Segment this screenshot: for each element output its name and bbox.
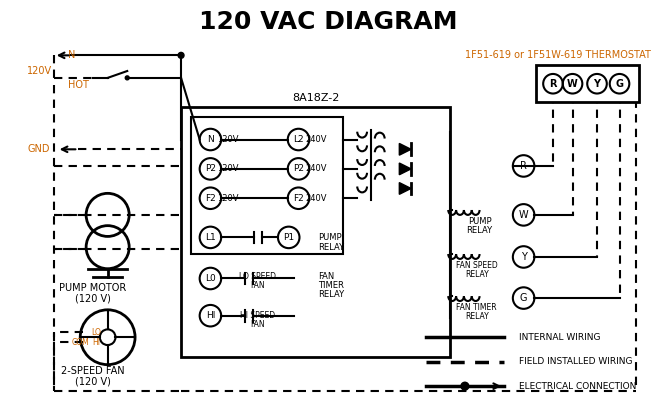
Bar	[181, 107, 450, 357]
Text: 2-SPEED FAN: 2-SPEED FAN	[61, 367, 125, 377]
Text: 240V: 240V	[306, 194, 327, 203]
Text: (120 V): (120 V)	[75, 293, 111, 303]
Text: PUMP MOTOR: PUMP MOTOR	[60, 283, 127, 293]
Polygon shape	[399, 163, 411, 175]
Text: LO SPEED: LO SPEED	[239, 272, 276, 281]
Text: FAN: FAN	[250, 281, 265, 290]
Text: 1F51-619 or 1F51W-619 THERMOSTAT: 1F51-619 or 1F51W-619 THERMOSTAT	[465, 50, 651, 60]
Text: GND: GND	[28, 144, 50, 154]
Text: R: R	[520, 161, 527, 171]
Text: RELAY: RELAY	[318, 290, 344, 299]
Text: INTERNAL WIRING: INTERNAL WIRING	[519, 333, 600, 342]
Text: HOT: HOT	[68, 80, 88, 90]
Text: RELAY: RELAY	[466, 226, 492, 235]
Text: W: W	[567, 79, 578, 89]
Text: Y: Y	[594, 79, 600, 89]
Text: PUMP: PUMP	[318, 233, 342, 242]
Text: LO: LO	[91, 328, 101, 337]
Text: HI SPEED: HI SPEED	[240, 311, 275, 320]
Circle shape	[178, 52, 184, 58]
Text: 120V: 120V	[217, 135, 239, 144]
Text: N: N	[207, 135, 214, 144]
Text: F2: F2	[205, 194, 216, 203]
Text: TIMER: TIMER	[318, 281, 344, 290]
Text: 120V: 120V	[217, 164, 239, 173]
Text: RELAY: RELAY	[318, 243, 344, 252]
Text: F2: F2	[293, 194, 304, 203]
Text: P2: P2	[205, 164, 216, 173]
Text: G: G	[520, 293, 527, 303]
Text: ELECTRICAL CONNECTION: ELECTRICAL CONNECTION	[519, 382, 636, 391]
Text: RELAY: RELAY	[465, 270, 488, 279]
Polygon shape	[399, 143, 411, 155]
Text: FIELD INSTALLED WIRING: FIELD INSTALLED WIRING	[519, 357, 632, 366]
Text: 240V: 240V	[306, 164, 327, 173]
Text: 240V: 240V	[306, 135, 327, 144]
Text: PUMP: PUMP	[468, 217, 491, 226]
Text: 120V: 120V	[27, 66, 52, 76]
Polygon shape	[399, 183, 411, 194]
Text: N: N	[68, 50, 75, 60]
Text: L0: L0	[205, 274, 216, 283]
Bar	[191, 117, 342, 254]
Circle shape	[125, 76, 129, 80]
Circle shape	[461, 382, 469, 390]
Text: G: G	[616, 79, 624, 89]
Text: FAN: FAN	[318, 272, 334, 281]
Text: L1: L1	[205, 233, 216, 242]
Text: P1: P1	[283, 233, 294, 242]
Text: L2: L2	[293, 135, 304, 144]
Text: FAN TIMER: FAN TIMER	[456, 303, 497, 312]
Text: FAN SPEED: FAN SPEED	[456, 261, 498, 270]
Text: RELAY: RELAY	[465, 312, 488, 321]
Text: FAN: FAN	[250, 320, 265, 329]
Bar	[536, 65, 639, 102]
Text: R: R	[549, 79, 557, 89]
Text: (120 V): (120 V)	[75, 376, 111, 386]
Text: W: W	[519, 210, 529, 220]
Text: P2: P2	[293, 164, 304, 173]
Text: COM: COM	[72, 338, 89, 347]
Text: HI: HI	[206, 311, 215, 320]
Text: 8A18Z-2: 8A18Z-2	[292, 93, 339, 103]
Text: 120 VAC DIAGRAM: 120 VAC DIAGRAM	[198, 10, 457, 34]
Text: HI: HI	[92, 338, 100, 347]
Text: Y: Y	[521, 252, 527, 262]
Text: 120V: 120V	[217, 194, 239, 203]
